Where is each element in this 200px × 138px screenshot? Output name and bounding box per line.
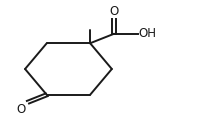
Text: O: O	[109, 5, 119, 18]
Text: OH: OH	[139, 27, 157, 40]
Text: O: O	[17, 103, 26, 116]
